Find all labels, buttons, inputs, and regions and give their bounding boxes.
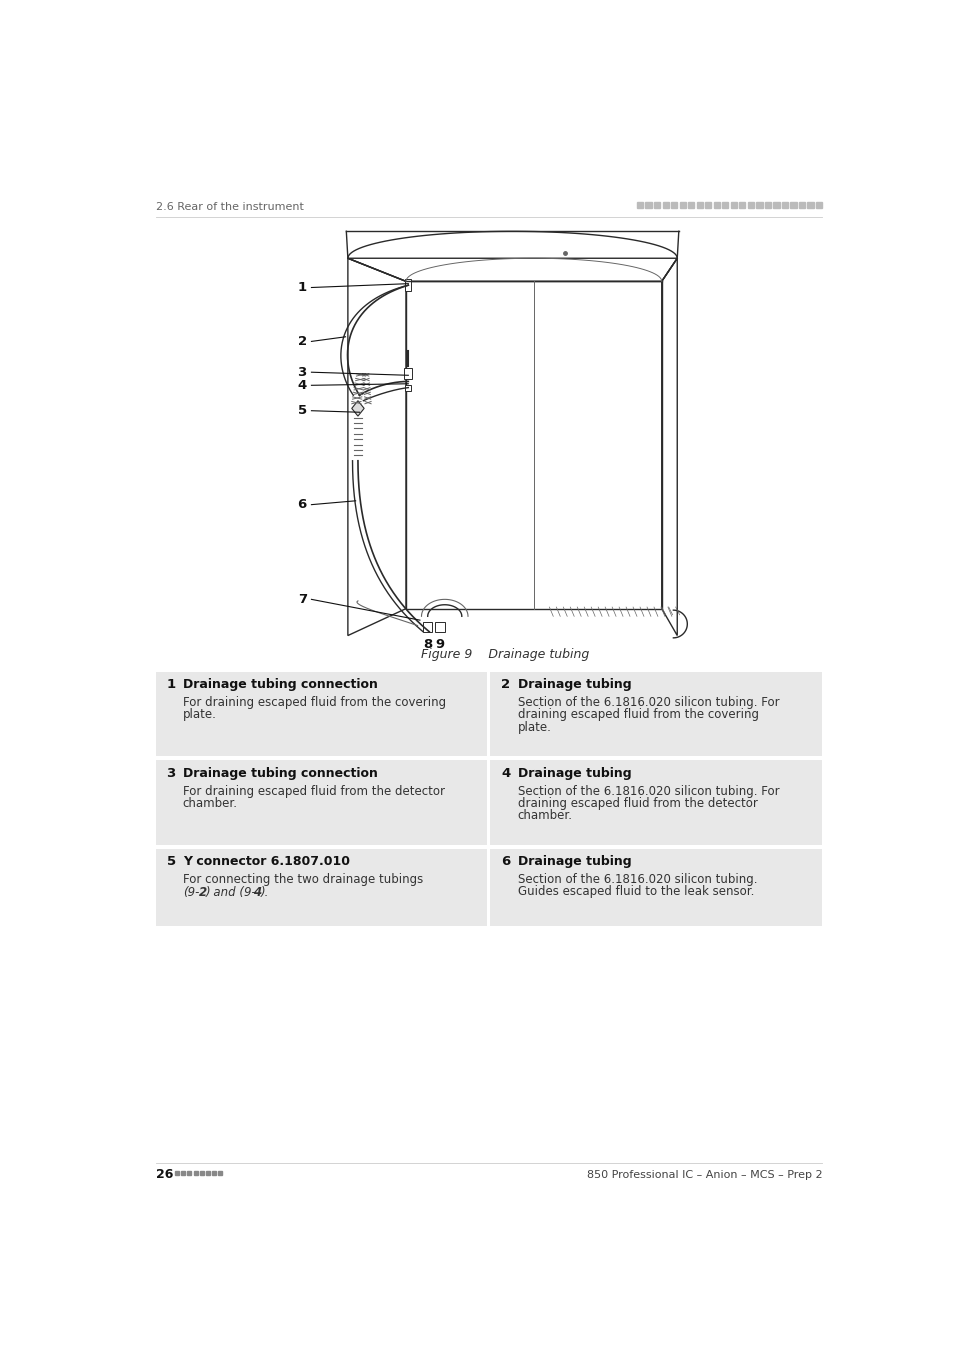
Text: Figure 9    Drainage tubing: Figure 9 Drainage tubing <box>421 648 589 662</box>
Bar <box>721 202 728 208</box>
Text: 2: 2 <box>500 678 510 691</box>
Bar <box>181 1172 185 1176</box>
Bar <box>739 202 744 208</box>
Bar <box>661 202 668 208</box>
Bar <box>404 369 412 379</box>
Text: Drainage tubing: Drainage tubing <box>517 856 631 868</box>
Text: 2: 2 <box>297 335 307 348</box>
Text: Drainage tubing: Drainage tubing <box>517 767 631 780</box>
Text: For draining escaped fluid from the detector: For draining escaped fluid from the dete… <box>183 784 444 798</box>
Bar <box>670 202 677 208</box>
Bar <box>756 202 761 208</box>
Bar <box>490 760 821 845</box>
Bar <box>696 202 702 208</box>
Text: Section of the 6.1816.020 silicon tubing. For: Section of the 6.1816.020 silicon tubing… <box>517 784 779 798</box>
Text: 1: 1 <box>297 281 307 294</box>
Bar <box>155 849 487 926</box>
Bar <box>713 202 720 208</box>
Bar <box>730 202 736 208</box>
Text: 5: 5 <box>297 404 307 417</box>
Bar <box>206 1172 210 1176</box>
Polygon shape <box>352 401 364 416</box>
Text: 2: 2 <box>199 886 207 899</box>
Text: 26: 26 <box>155 1168 172 1181</box>
Bar <box>806 202 813 208</box>
Bar <box>645 202 651 208</box>
Bar <box>815 202 821 208</box>
Bar <box>174 1172 179 1176</box>
Text: draining escaped fluid from the detector: draining escaped fluid from the detector <box>517 796 757 810</box>
Bar <box>422 622 432 632</box>
Bar <box>764 202 770 208</box>
Bar <box>218 1172 222 1176</box>
Bar <box>654 202 659 208</box>
Text: 2.6 Rear of the instrument: 2.6 Rear of the instrument <box>155 201 303 212</box>
Text: 7: 7 <box>297 593 307 606</box>
Bar <box>773 202 779 208</box>
Bar <box>704 202 711 208</box>
Bar <box>193 1172 197 1176</box>
Text: 8: 8 <box>422 637 432 651</box>
Text: 3: 3 <box>297 366 307 379</box>
Bar <box>435 622 444 632</box>
Text: 4: 4 <box>500 767 510 780</box>
Text: Section of the 6.1816.020 silicon tubing.: Section of the 6.1816.020 silicon tubing… <box>517 873 757 886</box>
Text: ).: ). <box>260 886 269 899</box>
Bar <box>405 385 411 390</box>
Bar <box>747 202 753 208</box>
Text: Section of the 6.1816.020 silicon tubing. For: Section of the 6.1816.020 silicon tubing… <box>517 697 779 709</box>
Bar <box>679 202 685 208</box>
Text: Guides escaped fluid to the leak sensor.: Guides escaped fluid to the leak sensor. <box>517 886 753 899</box>
Text: Drainage tubing connection: Drainage tubing connection <box>183 767 377 780</box>
Text: For draining escaped fluid from the covering: For draining escaped fluid from the cove… <box>183 697 445 709</box>
Bar <box>199 1172 204 1176</box>
Bar <box>212 1172 216 1176</box>
Bar <box>798 202 804 208</box>
Bar <box>490 672 821 756</box>
Text: ) and (9-: ) and (9- <box>206 886 256 899</box>
Text: 9: 9 <box>436 637 444 651</box>
Text: 1: 1 <box>167 678 175 691</box>
Bar <box>155 760 487 845</box>
Bar <box>637 202 642 208</box>
Text: 3: 3 <box>167 767 175 780</box>
Text: chamber.: chamber. <box>183 796 237 810</box>
Text: 4: 4 <box>297 379 307 391</box>
Text: Y connector 6.1807.010: Y connector 6.1807.010 <box>183 856 350 868</box>
Text: plate.: plate. <box>183 709 216 721</box>
Text: chamber.: chamber. <box>517 809 572 822</box>
Text: (9-: (9- <box>183 886 199 899</box>
Bar <box>187 1172 192 1176</box>
Bar <box>490 849 821 926</box>
Text: Drainage tubing: Drainage tubing <box>517 678 631 691</box>
Bar <box>687 202 694 208</box>
Text: plate.: plate. <box>517 721 551 733</box>
Text: Drainage tubing connection: Drainage tubing connection <box>183 678 377 691</box>
Text: 6: 6 <box>500 856 510 868</box>
Text: For connecting the two drainage tubings: For connecting the two drainage tubings <box>183 873 422 886</box>
Bar <box>781 202 787 208</box>
Text: 6: 6 <box>297 498 307 512</box>
Text: draining escaped fluid from the covering: draining escaped fluid from the covering <box>517 709 758 721</box>
Text: 5: 5 <box>167 856 175 868</box>
Text: 850 Professional IC – Anion – MCS – Prep 2: 850 Professional IC – Anion – MCS – Prep… <box>586 1169 821 1180</box>
Text: 4: 4 <box>253 886 261 899</box>
Bar <box>155 672 487 756</box>
Bar <box>790 202 796 208</box>
Bar <box>405 279 411 292</box>
